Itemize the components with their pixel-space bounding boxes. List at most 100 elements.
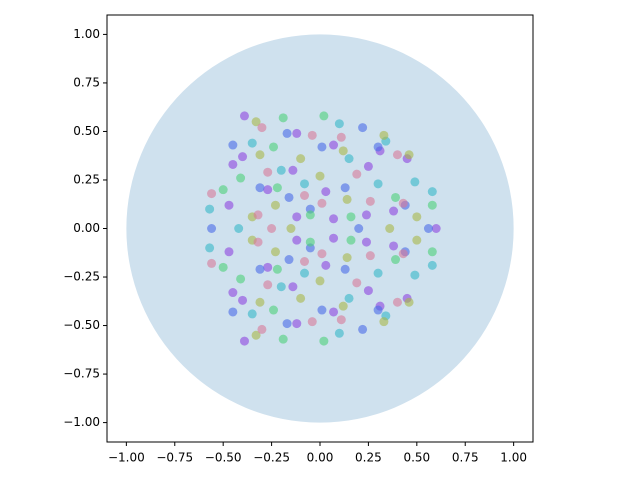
- point: [238, 152, 248, 162]
- point: [263, 185, 273, 195]
- point: [278, 334, 288, 344]
- point: [329, 307, 339, 317]
- point: [373, 142, 383, 152]
- point: [300, 191, 310, 201]
- point: [336, 315, 346, 325]
- point: [228, 140, 238, 150]
- point: [296, 293, 306, 303]
- point: [228, 159, 238, 169]
- point: [412, 235, 422, 245]
- point: [292, 212, 302, 222]
- point: [410, 177, 420, 187]
- point: [338, 146, 348, 156]
- point: [224, 247, 234, 257]
- point: [329, 233, 339, 243]
- point: [344, 293, 354, 303]
- point: [321, 187, 331, 197]
- point: [373, 268, 383, 278]
- point: [398, 198, 408, 208]
- point: [379, 317, 389, 327]
- point: [389, 206, 399, 216]
- point: [300, 179, 310, 189]
- point: [218, 262, 228, 272]
- point: [340, 264, 350, 274]
- y-tick-label: 0.00: [73, 221, 100, 235]
- background-circle: [126, 34, 514, 423]
- y-tick-label: −0.25: [63, 270, 100, 284]
- point: [278, 113, 288, 123]
- point: [247, 309, 257, 319]
- point: [238, 295, 248, 305]
- point: [257, 324, 267, 334]
- point: [270, 200, 280, 210]
- point: [342, 194, 352, 204]
- point: [410, 270, 420, 280]
- point: [329, 214, 339, 224]
- point: [205, 204, 215, 214]
- point: [205, 243, 215, 253]
- x-tick-label: −0.25: [253, 451, 290, 465]
- point: [392, 150, 402, 160]
- x-tick-label: 0.50: [403, 451, 430, 465]
- point: [334, 328, 344, 338]
- point: [392, 297, 402, 307]
- point: [317, 305, 327, 315]
- point: [342, 253, 352, 263]
- y-tick-label: 0.25: [73, 172, 100, 186]
- point: [321, 260, 331, 270]
- point: [344, 154, 354, 164]
- point: [340, 183, 350, 193]
- point: [239, 336, 249, 346]
- point: [412, 212, 422, 222]
- point: [391, 192, 401, 202]
- point: [427, 200, 437, 210]
- point: [329, 140, 339, 150]
- point: [404, 150, 414, 160]
- point: [373, 179, 383, 189]
- point: [305, 237, 315, 247]
- point: [282, 319, 292, 329]
- point: [234, 224, 244, 233]
- point: [272, 183, 282, 193]
- point: [358, 324, 368, 334]
- x-tick-label: −0.50: [205, 451, 242, 465]
- point: [427, 247, 437, 257]
- point: [361, 210, 371, 220]
- point: [404, 297, 414, 307]
- point: [286, 224, 296, 233]
- point: [334, 119, 344, 129]
- point: [305, 210, 315, 220]
- point: [358, 123, 368, 133]
- point: [317, 198, 327, 208]
- point: [284, 192, 294, 202]
- x-tick-label: 0.75: [452, 451, 479, 465]
- point: [354, 224, 364, 233]
- point: [239, 111, 249, 121]
- point: [319, 336, 329, 346]
- point: [319, 111, 329, 121]
- point: [228, 288, 238, 298]
- point: [338, 301, 348, 311]
- point: [253, 210, 263, 220]
- point: [292, 235, 302, 245]
- point: [251, 117, 261, 127]
- point: [255, 264, 265, 274]
- point: [247, 138, 257, 148]
- point: [269, 142, 279, 152]
- point: [272, 264, 282, 274]
- point: [346, 212, 356, 222]
- point: [389, 241, 399, 251]
- point: [257, 123, 267, 133]
- point: [315, 276, 325, 286]
- point: [427, 187, 437, 197]
- point: [336, 132, 346, 142]
- point: [267, 224, 277, 233]
- point: [365, 251, 375, 261]
- point: [352, 169, 362, 179]
- point: [288, 165, 298, 175]
- point: [427, 260, 437, 270]
- point: [236, 173, 246, 183]
- y-tick-label: −0.50: [63, 318, 100, 332]
